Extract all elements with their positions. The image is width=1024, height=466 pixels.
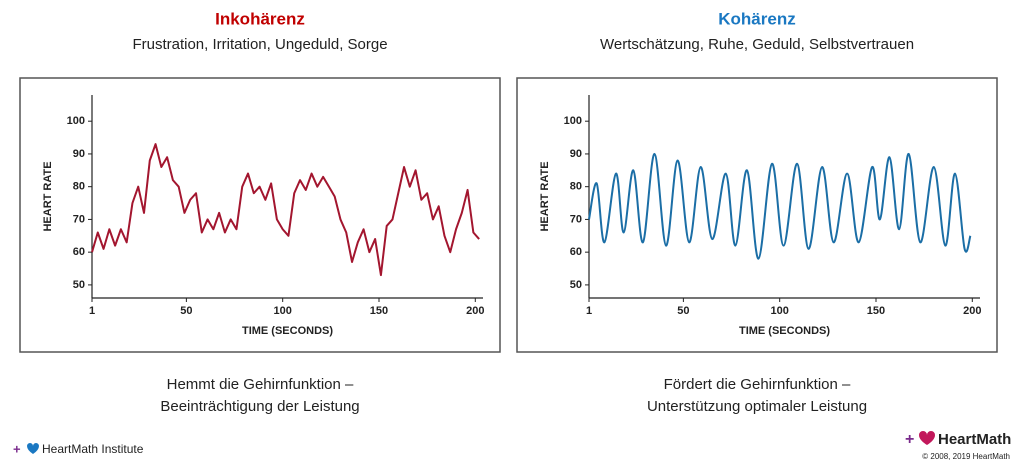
logo-right-icon: + — [905, 431, 935, 448]
y-tick-label: 60 — [73, 246, 85, 258]
y-tick-label: 100 — [564, 115, 582, 127]
footer-right: HeartMath — [938, 431, 1011, 448]
caption: Unterstützung optimaler Leistung — [647, 398, 867, 415]
data-line — [91, 143, 480, 277]
y-tick-label: 70 — [570, 213, 582, 225]
svg-text:+: + — [905, 431, 914, 448]
x-tick-label: 200 — [466, 305, 484, 317]
x-tick-label: 150 — [370, 305, 388, 317]
chart-frame — [19, 77, 501, 353]
y-tick-label: 50 — [570, 279, 582, 291]
x-tick-label: 50 — [677, 305, 689, 317]
logo-left-icon: + — [13, 441, 39, 456]
y-tick-label: 80 — [570, 181, 582, 193]
x-tick-label: 100 — [274, 305, 292, 317]
chart-subtitle: Frustration, Irritation, Ungeduld, Sorge — [132, 36, 387, 53]
y-tick-label: 70 — [73, 213, 85, 225]
caption: Hemmt die Gehirnfunktion – — [167, 376, 354, 393]
x-tick-label: 50 — [180, 305, 192, 317]
data-line — [588, 152, 972, 260]
caption: Fördert die Gehirnfunktion – — [664, 376, 851, 393]
caption: Beeinträchtigung der Leistung — [160, 398, 359, 415]
x-tick-label: 100 — [771, 305, 789, 317]
x-tick-label: 200 — [963, 305, 981, 317]
x-tick-label: 1 — [89, 305, 95, 317]
y-axis-label: HEART RATE — [539, 161, 551, 231]
y-tick-label: 90 — [570, 148, 582, 160]
svg-text:+: + — [13, 441, 21, 456]
chart-title: Kohärenz — [718, 9, 795, 28]
footer-left: HeartMath Institute — [42, 442, 144, 456]
copyright: © 2008, 2019 HeartMath — [922, 452, 1010, 461]
x-axis-label: TIME (SECONDS) — [739, 325, 830, 337]
y-axis-label: HEART RATE — [42, 161, 54, 231]
y-tick-label: 50 — [73, 279, 85, 291]
x-tick-label: 1 — [586, 305, 592, 317]
chart-frame — [516, 77, 998, 353]
chart-subtitle: Wertschätzung, Ruhe, Geduld, Selbstvertr… — [600, 36, 914, 53]
y-tick-label: 80 — [73, 181, 85, 193]
y-tick-label: 90 — [73, 148, 85, 160]
y-tick-label: 60 — [570, 246, 582, 258]
y-tick-label: 100 — [67, 115, 85, 127]
chart-title: Inkohärenz — [215, 9, 305, 28]
x-tick-label: 150 — [867, 305, 885, 317]
x-axis-label: TIME (SECONDS) — [242, 325, 333, 337]
